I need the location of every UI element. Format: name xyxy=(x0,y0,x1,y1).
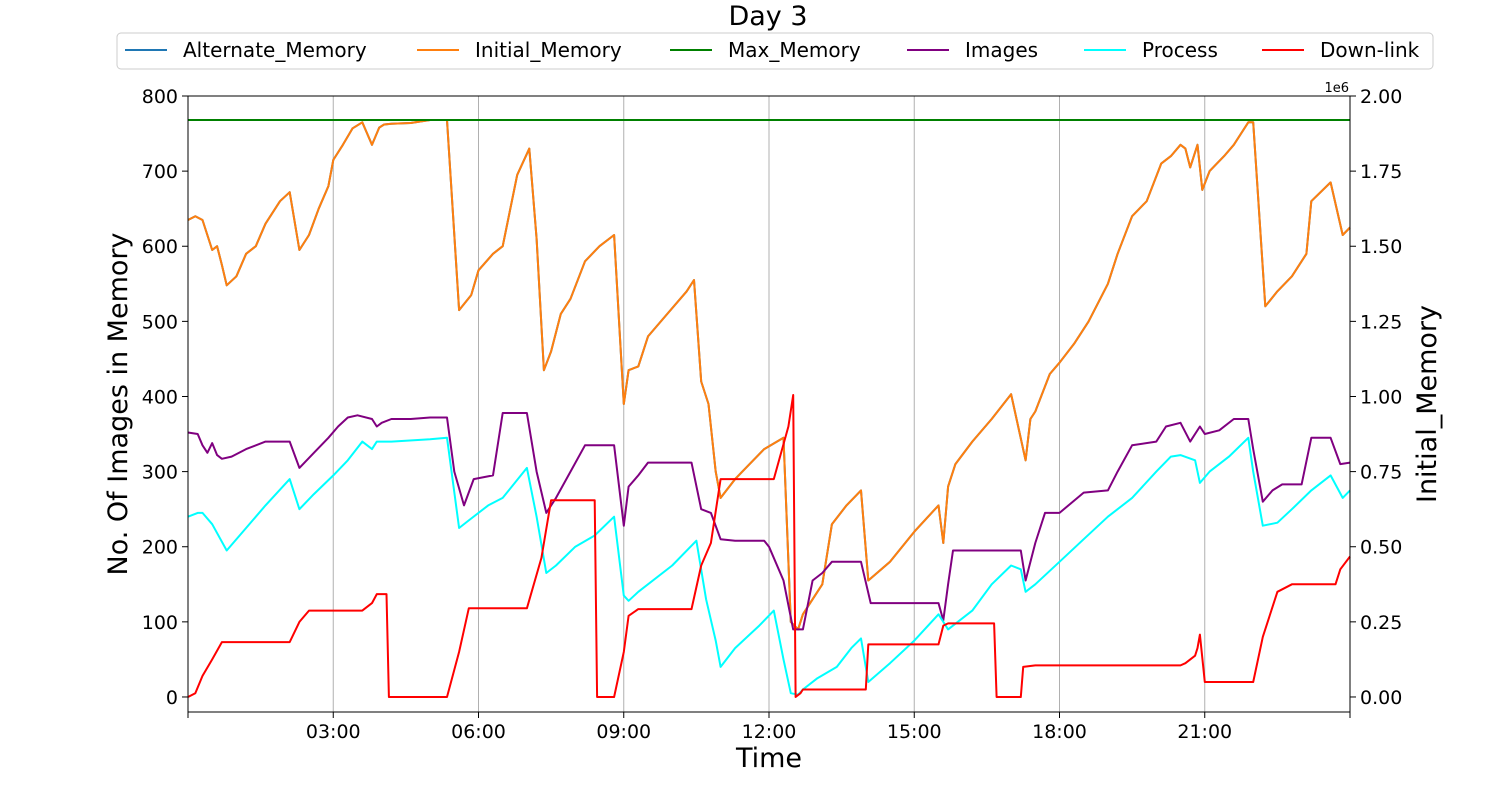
x-tick-label-1: 06:00 xyxy=(451,721,506,743)
y-tick-label-2: 200 xyxy=(142,537,178,559)
legend-label-max-memory: Max_Memory xyxy=(728,38,861,62)
legend-label-initial-memory: Initial_Memory xyxy=(475,38,622,62)
x-tick-label-5: 18:00 xyxy=(1032,721,1087,743)
y2-tick-label-8: 2.00 xyxy=(1360,86,1402,108)
plot-area xyxy=(187,95,1351,713)
y2-offset-text: 1e6 xyxy=(1324,81,1349,96)
y2-tick-label-2: 0.50 xyxy=(1360,537,1402,559)
x-axis: 03:00 06:00 09:00 12:00 15:00 18:00 21:00 xyxy=(187,712,1351,743)
y2-axis-label: Initial_Memory xyxy=(1412,305,1443,503)
y-axis-left: 0 100 200 300 400 500 600 700 800 xyxy=(142,86,188,709)
chart-title: Day 3 xyxy=(728,1,807,32)
y2-tick-label-1: 0.25 xyxy=(1360,612,1402,634)
legend-label-down-link: Down-link xyxy=(1320,38,1420,62)
x-tick-label-4: 15:00 xyxy=(887,721,942,743)
y-axis-right: 0.00 0.25 0.50 0.75 1.00 1.25 1.50 1.75 2.00 xyxy=(1350,86,1402,709)
x-tick-label-0: 03:00 xyxy=(306,721,361,743)
x-tick-label-6: 21:00 xyxy=(1177,721,1232,743)
x-axis-label: Time xyxy=(735,743,802,774)
y-tick-label-6: 600 xyxy=(142,236,178,258)
y2-tick-label-4: 1.00 xyxy=(1360,386,1402,408)
x-tick-label-2: 09:00 xyxy=(596,721,651,743)
x-tick-label-3: 12:00 xyxy=(742,721,797,743)
legend: Alternate_Memory Initial_Memory Max_Memory… xyxy=(116,32,1434,70)
legend-frame xyxy=(116,32,1434,70)
legend-label-images: Images xyxy=(965,38,1038,62)
series-line-initial-memory xyxy=(187,119,1351,631)
legend-label-alternate-memory: Alternate_Memory xyxy=(183,38,367,62)
y2-tick-label-5: 1.25 xyxy=(1360,311,1402,333)
series-line-process xyxy=(187,436,1351,696)
y2-tick-label-7: 1.75 xyxy=(1360,161,1402,183)
y-tick-label-5: 500 xyxy=(142,311,178,333)
y-tick-label-0: 0 xyxy=(166,687,178,709)
y-tick-label-8: 800 xyxy=(142,86,178,108)
y-axis-label: No. Of Images in Memory xyxy=(103,233,134,576)
series-line-down-link xyxy=(187,394,1351,698)
y-tick-label-1: 100 xyxy=(142,612,178,634)
y2-tick-label-0: 0.00 xyxy=(1360,687,1402,709)
series-line-images xyxy=(187,412,1351,631)
y2-tick-label-6: 1.50 xyxy=(1360,236,1402,258)
y-tick-label-3: 300 xyxy=(142,462,178,484)
y-tick-label-7: 700 xyxy=(142,161,178,183)
legend-label-process: Process xyxy=(1142,38,1218,62)
y-tick-label-4: 400 xyxy=(142,386,178,408)
y2-tick-label-3: 0.75 xyxy=(1360,462,1402,484)
